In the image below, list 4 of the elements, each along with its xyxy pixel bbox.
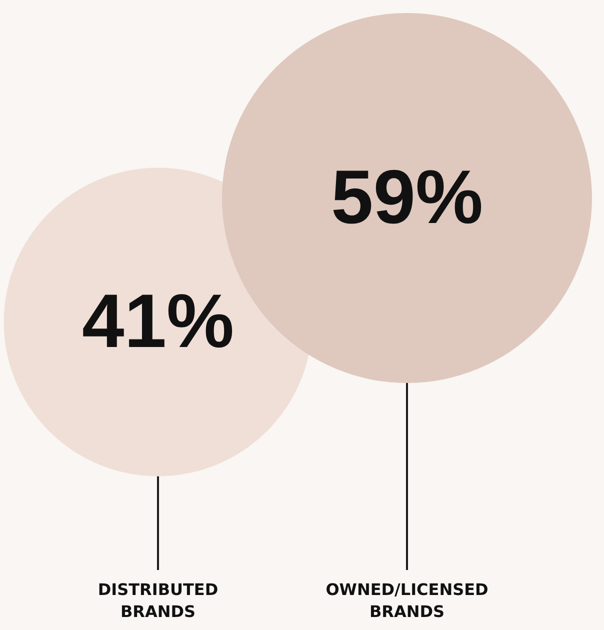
data-label: 41% [82, 278, 234, 364]
category-label: OWNED/LICENSED BRANDS [326, 580, 488, 622]
category-label: DISTRIBUTED BRANDS [98, 580, 218, 622]
data-label: 59% [330, 154, 484, 240]
